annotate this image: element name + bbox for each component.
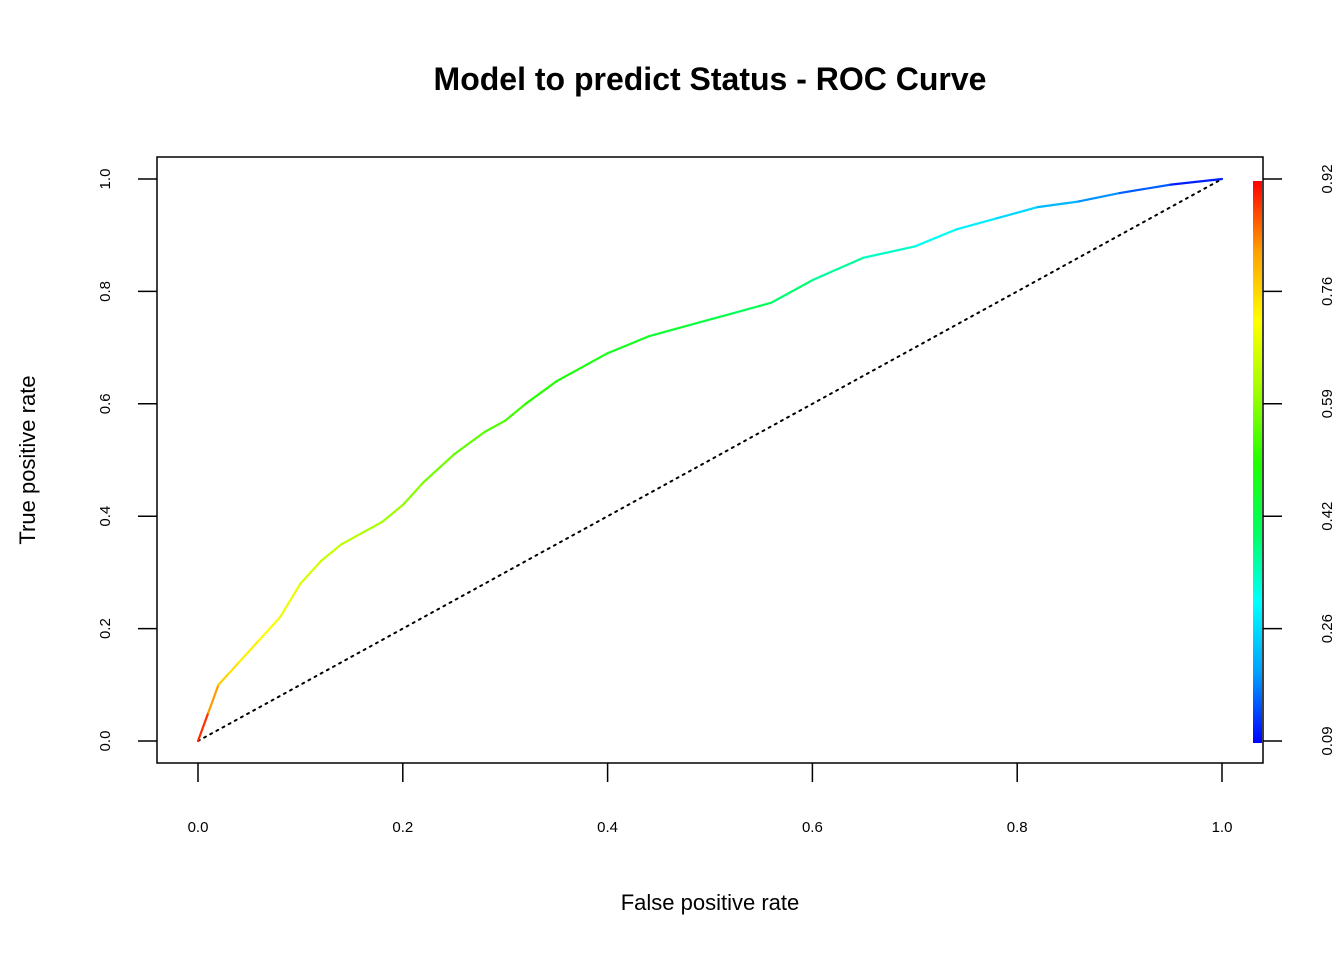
roc-segment bbox=[217, 672, 230, 686]
roc-segment bbox=[862, 245, 916, 259]
roc-segment bbox=[606, 335, 650, 355]
x-tick-label: 0.4 bbox=[597, 819, 618, 836]
plot-frame bbox=[156, 156, 1264, 764]
y-axis: 0.0 0.2 0.4 0.6 0.8 1.0 bbox=[97, 169, 157, 752]
roc-segment bbox=[258, 616, 282, 641]
x-tick-label: 1.0 bbox=[1212, 819, 1233, 836]
roc-segment bbox=[811, 256, 865, 282]
y-tick-label: 0.8 bbox=[97, 281, 114, 302]
roc-segment bbox=[278, 582, 302, 619]
y-tick-label: 0.0 bbox=[97, 731, 114, 752]
roc-segment bbox=[422, 453, 456, 484]
roc-segment bbox=[360, 520, 384, 535]
roc-segment bbox=[586, 352, 609, 366]
roc-segment bbox=[299, 560, 322, 585]
roc-segment bbox=[340, 531, 363, 546]
roc-segment bbox=[381, 503, 404, 523]
x-tick-label: 0.0 bbox=[188, 819, 209, 836]
roc-segment bbox=[1169, 177, 1224, 186]
x-axis: 0.0 0.2 0.4 0.6 0.8 1.0 bbox=[188, 763, 1233, 836]
roc-segment bbox=[647, 324, 691, 338]
y-axis-label: True positive rate bbox=[15, 375, 40, 544]
x-tick-label: 0.2 bbox=[392, 819, 413, 836]
y-tick-label: 0.2 bbox=[97, 618, 114, 639]
roc-segment bbox=[555, 363, 589, 383]
colorbar-tick-label: 0.76 bbox=[1319, 277, 1336, 306]
roc-segment bbox=[207, 683, 220, 715]
y-tick-label: 0.6 bbox=[97, 393, 114, 414]
roc-segment bbox=[688, 312, 732, 327]
colorbar-tick-label: 0.26 bbox=[1319, 614, 1336, 643]
y-tick-label: 0.4 bbox=[97, 506, 114, 527]
roc-segment bbox=[729, 301, 773, 315]
x-tick-label: 0.8 bbox=[1007, 819, 1028, 836]
colorbar-gradient bbox=[1253, 181, 1262, 743]
roc-segment bbox=[483, 419, 507, 433]
roc-curve bbox=[196, 177, 1224, 743]
roc-segment bbox=[1036, 200, 1080, 209]
roc-segment bbox=[196, 711, 210, 743]
colorbar: 0.09 0.26 0.42 0.59 0.76 0.92 bbox=[1253, 164, 1336, 756]
roc-segment bbox=[995, 206, 1039, 220]
colorbar-tick-label: 0.09 bbox=[1319, 726, 1336, 755]
roc-segment bbox=[504, 402, 527, 422]
x-axis-label: False positive rate bbox=[621, 890, 800, 915]
roc-segment bbox=[227, 661, 241, 675]
roc-segment bbox=[954, 217, 998, 231]
roc-segment bbox=[524, 380, 558, 405]
colorbar-tick-label: 0.42 bbox=[1319, 502, 1336, 531]
roc-segment bbox=[913, 228, 957, 248]
roc-segment bbox=[452, 430, 486, 456]
roc-segment bbox=[770, 279, 814, 304]
y-tick-label: 1.0 bbox=[97, 169, 114, 190]
roc-segment bbox=[237, 638, 261, 664]
roc-segment bbox=[1118, 183, 1172, 195]
chart-title: Model to predict Status - ROC Curve bbox=[434, 61, 987, 97]
roc-segment bbox=[319, 543, 343, 563]
colorbar-tick-label: 0.59 bbox=[1319, 389, 1336, 418]
x-tick-label: 0.6 bbox=[802, 819, 823, 836]
diagonal-reference-line bbox=[197, 178, 1223, 742]
roc-segment bbox=[1077, 191, 1121, 203]
roc-segment bbox=[401, 481, 425, 507]
diagonal-line bbox=[197, 178, 1223, 742]
colorbar-tick-label: 0.92 bbox=[1319, 164, 1336, 193]
